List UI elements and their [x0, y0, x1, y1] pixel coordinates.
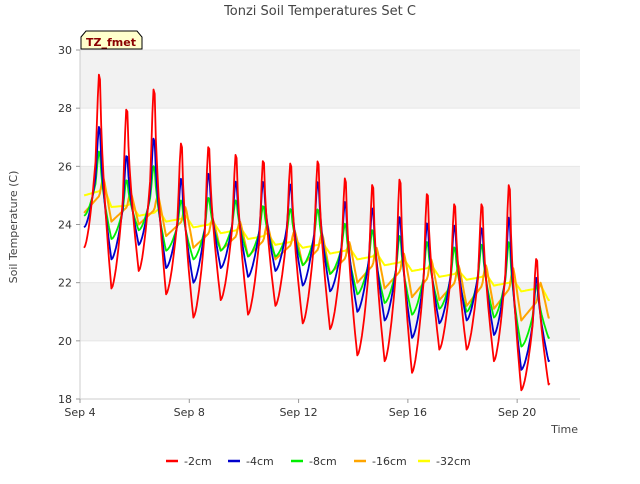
x-tick-label: Sep 16	[389, 406, 427, 419]
x-tick-label: Sep 20	[498, 406, 536, 419]
annotation-box-shape	[80, 30, 143, 50]
legend-label: -16cm	[372, 455, 407, 468]
y-tick-label: 24	[58, 219, 72, 232]
legend-item: -4cm	[228, 455, 274, 468]
x-axis-label: Time	[550, 423, 578, 436]
annotation-label: TZ_fmet	[86, 36, 136, 49]
labels: Tonzi Soil Temperatures Set C Time Soil …	[7, 4, 578, 436]
axes: 18 20 22 24 26 28 30 Sep 4 Sep 8 Sep 12 Sep 16 Sep …	[58, 44, 580, 419]
series-layer	[83, 73, 551, 392]
grid-band	[80, 50, 580, 109]
annotation-box: TZ_fmet	[80, 30, 143, 50]
legend-item: -32cm	[418, 455, 471, 468]
y-tick-label: 20	[58, 335, 72, 348]
y-axis-label: Soil Temperature (C)	[7, 171, 20, 284]
legend-item: -16cm	[354, 455, 407, 468]
y-tick-label: 26	[58, 160, 72, 173]
legend-label: -4cm	[246, 455, 274, 468]
legend-item: -2cm	[166, 455, 212, 468]
y-tick-label: 30	[58, 44, 72, 57]
x-tick-label: Sep 8	[174, 406, 205, 419]
series-line-neg2cm	[83, 73, 551, 392]
y-tick-label: 18	[58, 393, 72, 406]
legend-label: -8cm	[309, 455, 337, 468]
x-tick-label: Sep 12	[279, 406, 317, 419]
y-tick-label: 28	[58, 102, 72, 115]
chart-title: Tonzi Soil Temperatures Set C	[223, 4, 416, 19]
x-tick-label: Sep 4	[64, 406, 95, 419]
y-tick-label: 22	[58, 277, 72, 290]
legend-label: -32cm	[436, 455, 471, 468]
legend-label: -2cm	[184, 455, 212, 468]
grid-band	[80, 166, 580, 225]
legend-item: -8cm	[291, 455, 337, 468]
legend: -2cm -4cm -8cm -16cm -32cm	[166, 455, 471, 468]
